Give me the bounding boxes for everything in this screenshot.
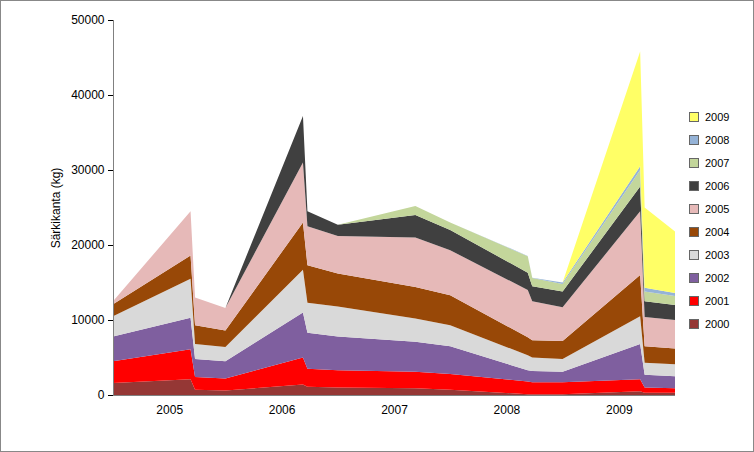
svg-text:40000: 40000 (71, 88, 105, 102)
html-text:2002: 2002 (705, 272, 730, 284)
svg-text:2009: 2009 (606, 403, 633, 417)
svg-text:50000: 50000 (71, 13, 105, 27)
html-text:2000: 2000 (705, 318, 730, 330)
svg-text:0: 0 (98, 388, 105, 402)
html-text:2003: 2003 (705, 249, 730, 261)
svg-text:2005: 2005 (156, 403, 183, 417)
svg-text:Särkikanta (kg): Särkikanta (kg) (49, 168, 63, 249)
html-text:2009: 2009 (705, 111, 730, 123)
html-text:2004: 2004 (705, 226, 730, 238)
svg-text:20000: 20000 (71, 238, 105, 252)
svg-text:2008: 2008 (494, 403, 521, 417)
html-text:2008: 2008 (705, 134, 730, 146)
html-text:2006: 2006 (705, 180, 730, 192)
svg-text:10000: 10000 (71, 313, 105, 327)
svg-text:2007: 2007 (381, 403, 408, 417)
html-text:2007: 2007 (705, 157, 730, 169)
html-text:2005: 2005 (705, 203, 730, 215)
svg-text:2006: 2006 (269, 403, 296, 417)
svg-text:30000: 30000 (71, 163, 105, 177)
html-text:2001: 2001 (705, 295, 730, 307)
